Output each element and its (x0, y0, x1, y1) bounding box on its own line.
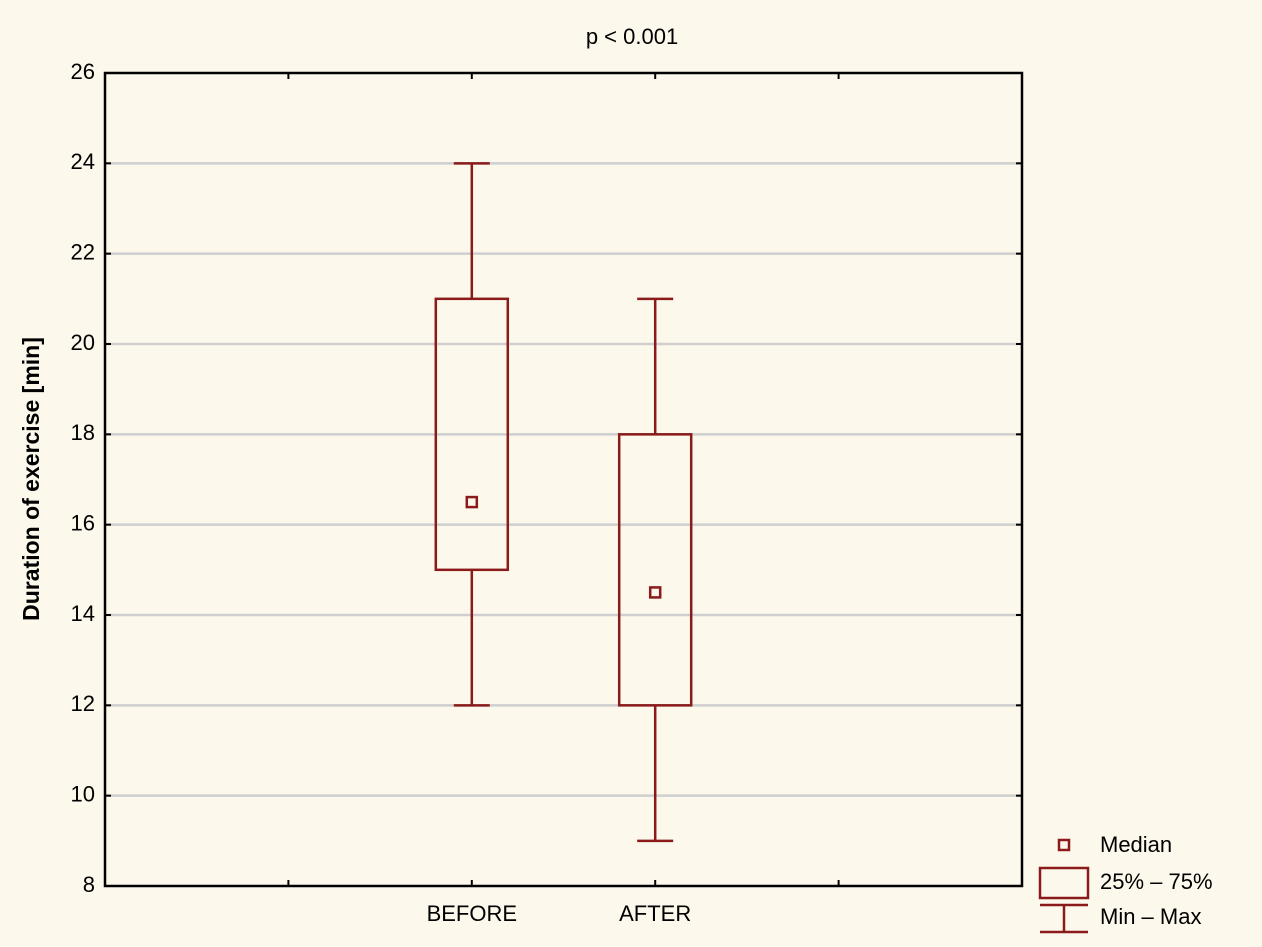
x-tick-label: AFTER (619, 901, 691, 926)
y-tick-label: 14 (71, 601, 95, 626)
chart-title: p < 0.001 (586, 24, 678, 49)
y-tick-label: 8 (83, 872, 95, 897)
y-tick-label: 18 (71, 420, 95, 445)
y-tick-label: 22 (71, 239, 95, 264)
x-tick-label: BEFORE (427, 901, 517, 926)
legend-label: Median (1100, 832, 1172, 857)
y-tick-label: 16 (71, 510, 95, 535)
box (617, 433, 693, 707)
y-tick-label: 12 (71, 691, 95, 716)
legend-median-key (1057, 838, 1071, 852)
legend-label: 25% – 75% (1100, 869, 1213, 894)
y-axis-label: Duration of exercise [min] (18, 337, 44, 621)
box (434, 297, 510, 572)
plot-frame (103, 71, 1024, 888)
median-marker (648, 586, 662, 599)
y-tick-label: 24 (71, 149, 95, 174)
y-tick-label: 10 (71, 781, 95, 806)
y-tick-label: 26 (71, 59, 95, 84)
legend-box-key (1038, 866, 1090, 900)
y-tick-label: 20 (71, 330, 95, 355)
legend-label: Min – Max (1100, 904, 1201, 929)
median-marker (465, 495, 479, 509)
